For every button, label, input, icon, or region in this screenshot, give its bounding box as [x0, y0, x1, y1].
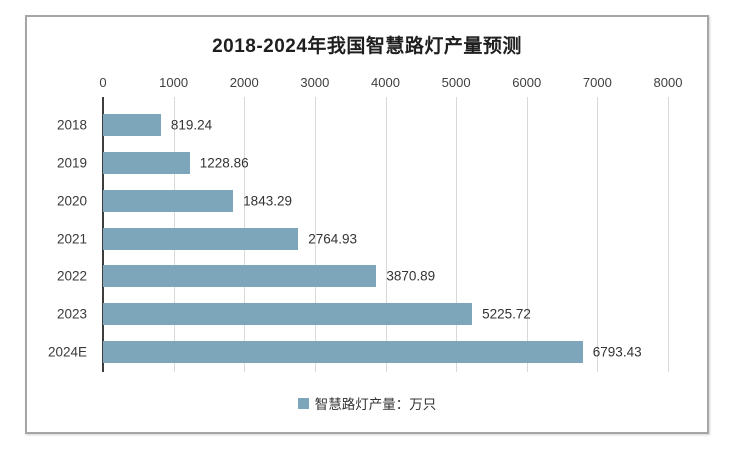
y-tick-label: 2018 — [56, 117, 87, 133]
x-tick-label: 7000 — [582, 75, 612, 90]
bar-2023 — [103, 303, 473, 326]
value-label: 819.24 — [170, 117, 213, 133]
legend: 智慧路灯产量：万只 — [27, 393, 707, 413]
value-label: 6793.43 — [592, 344, 642, 360]
y-tick-label: 2020 — [56, 193, 87, 209]
chart-title: 2018-2024年我国智慧路灯产量预测 — [212, 36, 522, 57]
x-tick-label: 2000 — [229, 75, 259, 90]
bar-2019 — [103, 151, 190, 174]
gridline — [456, 97, 458, 372]
y-tick-label: 2022 — [56, 268, 87, 284]
value-label: 2764.93 — [308, 231, 358, 247]
value-label: 1843.29 — [243, 193, 292, 209]
chart-frame: 2018-2024年我国智慧路灯产量预测 0 1000 2000 3000 4000 50… — [25, 15, 709, 434]
bar-2024E — [103, 341, 583, 364]
x-tick-label: 5000 — [441, 75, 471, 90]
value-label: 1228.86 — [199, 155, 249, 171]
y-tick-label: 2024E — [47, 344, 87, 360]
gridline — [526, 97, 528, 372]
bar-2020 — [103, 189, 234, 212]
y-axis-labels: 2018 2019 2020 2021 2022 2023 2024E — [27, 97, 87, 372]
gridline — [385, 97, 387, 372]
gridline — [314, 97, 316, 372]
value-label: 3870.89 — [386, 268, 436, 284]
bar-2021 — [103, 227, 299, 250]
x-axis: 0 1000 2000 3000 4000 5000 6000 7000 8000 — [99, 75, 682, 93]
bar-2018 — [103, 114, 161, 136]
x-tick-label: 3000 — [300, 75, 330, 90]
x-tick-label: 1000 — [159, 75, 189, 90]
y-tick-label: 2023 — [56, 306, 87, 322]
legend-label: 智慧路灯产量：万只 — [314, 397, 437, 412]
x-tick-label: 4000 — [371, 75, 400, 90]
plot-area: 819.24 1228.86 1843.29 2764.93 3870.89 5225.7… — [102, 97, 669, 372]
legend-marker-icon — [297, 397, 309, 409]
bar-2022 — [103, 265, 377, 288]
value-label: 5225.72 — [482, 306, 531, 322]
gridline — [668, 97, 669, 372]
gridline — [597, 97, 599, 372]
x-tick-label: 6000 — [512, 75, 542, 90]
x-tick-label: 0 — [99, 75, 107, 90]
y-tick-label: 2019 — [56, 155, 87, 171]
y-tick-label: 2021 — [56, 231, 87, 247]
x-tick-label: 8000 — [653, 75, 683, 90]
